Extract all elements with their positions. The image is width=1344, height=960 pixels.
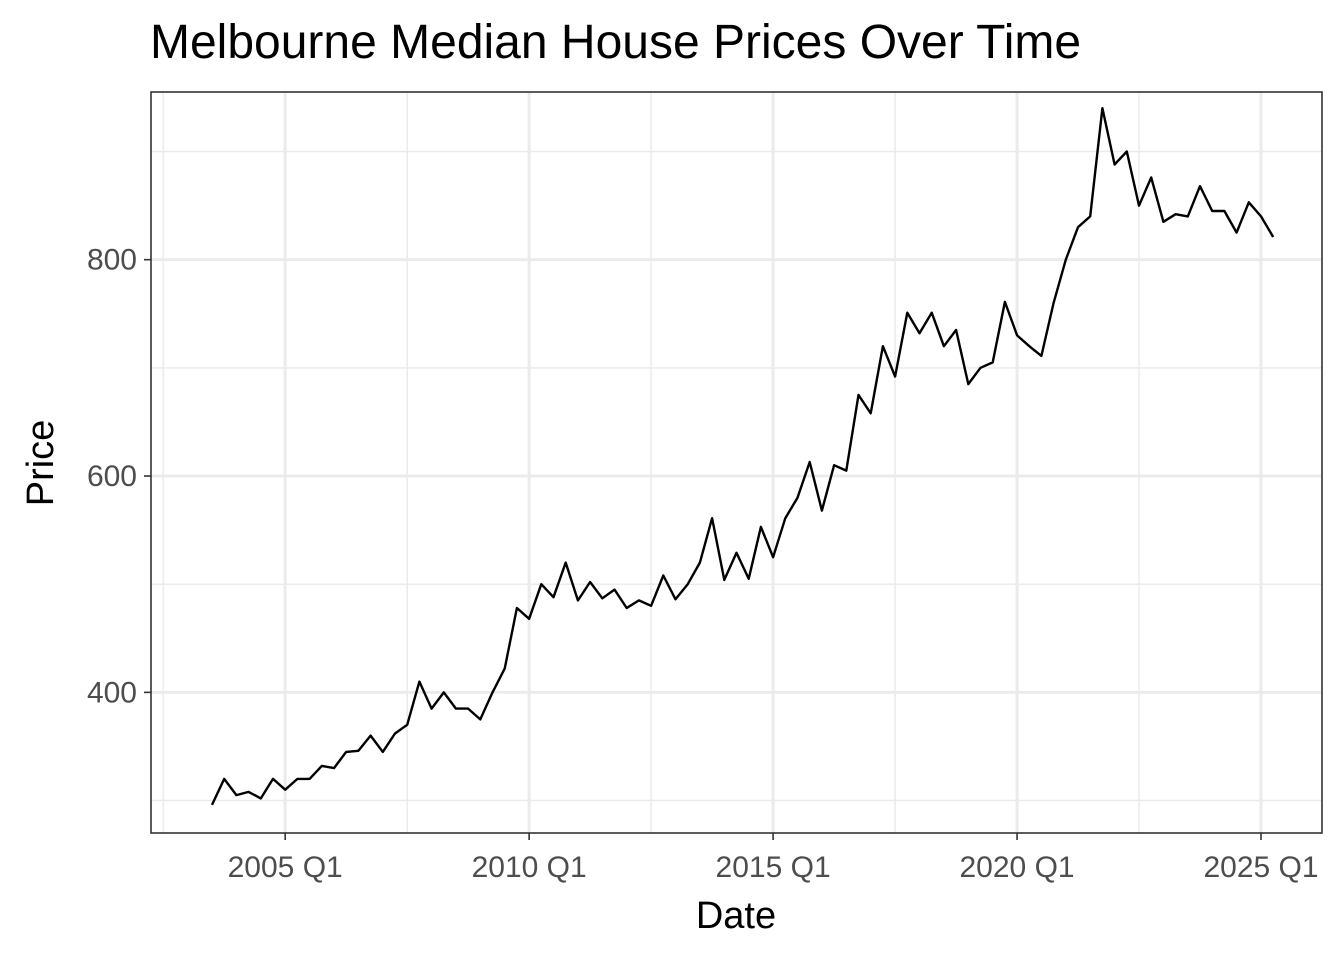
price-series-line: [210, 107, 1275, 806]
plot-panel-border: [150, 91, 1323, 834]
y-axis-title: Price: [20, 420, 62, 507]
x-tick-label: 2010 Q1: [472, 851, 587, 884]
grid-lines: [151, 92, 1322, 833]
x-tick-label: 2025 Q1: [1203, 851, 1318, 884]
x-tick-label: 2020 Q1: [960, 851, 1075, 884]
y-tick-label: 400: [87, 676, 137, 709]
y-axis-ticks: 400 600 800: [87, 244, 151, 709]
x-axis-title: Date: [696, 895, 776, 937]
x-tick-label: 2015 Q1: [716, 851, 831, 884]
y-tick-label: 800: [87, 244, 137, 277]
x-tick-label: 2005 Q1: [228, 851, 343, 884]
y-tick-label: 600: [87, 460, 137, 493]
chart-title: Melbourne Median House Prices Over Time: [150, 16, 1081, 69]
x-axis-ticks: 2005 Q1 2010 Q1 2015 Q1 2020 Q1 2025 Q1: [228, 833, 1319, 884]
